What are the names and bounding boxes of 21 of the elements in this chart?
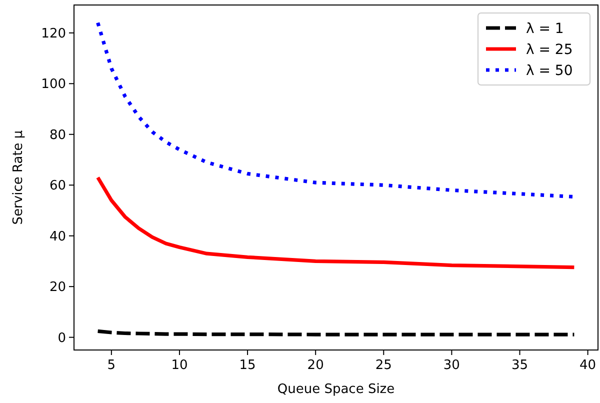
y-tick-label: 60 — [49, 178, 66, 194]
y-tick-label: 0 — [58, 330, 66, 346]
y-tick-label: 80 — [49, 128, 66, 143]
x-tick-label: 30 — [443, 358, 460, 373]
y-tick-label: 40 — [49, 229, 66, 244]
x-tick-label: 10 — [171, 358, 188, 373]
y-tick-label: 100 — [41, 77, 66, 92]
y-tick-label: 120 — [41, 26, 66, 42]
x-tick-label: 40 — [580, 358, 596, 373]
x-axis-title: Queue Space Size — [277, 382, 395, 397]
y-tick-label: 20 — [49, 280, 66, 296]
x-tick-label: 35 — [511, 358, 528, 373]
legend-label: λ = 25 — [526, 42, 573, 58]
y-axis-title: Service Rate μ — [11, 130, 26, 225]
legend-label: λ = 50 — [526, 63, 573, 79]
x-tick-label: 20 — [307, 358, 324, 373]
legend-label: λ = 1 — [526, 21, 564, 37]
line-series — [96, 176, 576, 270]
x-tick-label: 5 — [107, 358, 116, 373]
x-tick-label: 15 — [239, 358, 256, 373]
x-tick-label: 25 — [375, 358, 392, 373]
